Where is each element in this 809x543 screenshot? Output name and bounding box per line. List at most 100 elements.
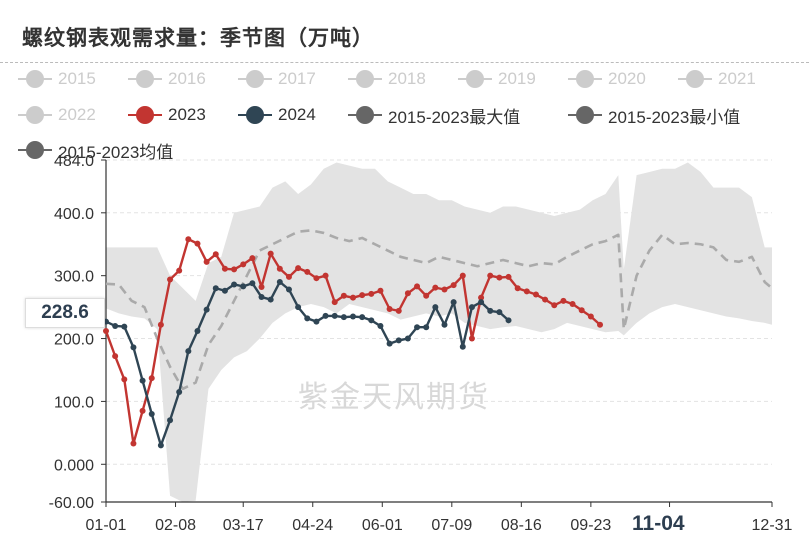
x-tick-label: 03-17 xyxy=(223,517,264,534)
legend-item-2024[interactable]: 2024 xyxy=(238,102,316,128)
legend-label: 2015 xyxy=(58,69,96,88)
legend-label: 2023 xyxy=(168,105,206,124)
legend-item-2017[interactable]: 2017 xyxy=(238,66,316,92)
legend-marker-icon xyxy=(568,66,602,92)
data-point-2024 xyxy=(313,318,320,325)
data-point-2023 xyxy=(139,407,146,414)
data-point-2023 xyxy=(505,273,512,280)
title-divider xyxy=(0,62,809,63)
data-point-2023 xyxy=(112,353,119,360)
legend-label: 2015-2023最小值 xyxy=(608,107,741,127)
legend-marker-icon xyxy=(568,102,602,128)
data-point-2024 xyxy=(322,312,329,319)
x-tick-label: 02-08 xyxy=(155,517,196,534)
data-point-2024 xyxy=(258,294,265,301)
data-point-2023 xyxy=(459,272,466,279)
y-tick-label: 200.0 xyxy=(54,332,94,349)
data-point-2023 xyxy=(331,299,338,306)
data-point-2023 xyxy=(496,274,503,281)
y-tick-label: 484.0 xyxy=(54,153,94,170)
y-tick-label: 400.0 xyxy=(54,206,94,223)
legend-label: 2015-2023均值 xyxy=(58,142,174,162)
data-point-2023 xyxy=(285,273,292,280)
data-point-2024 xyxy=(167,417,174,424)
data-point-2024 xyxy=(221,287,228,294)
y-tick-label: -60.00 xyxy=(49,495,94,512)
legend-item-2015-2023最小值[interactable]: 2015-2023最小值 xyxy=(568,102,740,128)
data-point-2023 xyxy=(587,313,594,320)
data-point-2024 xyxy=(368,317,375,324)
legend-label: 2019 xyxy=(498,69,536,88)
data-point-2023 xyxy=(350,294,357,301)
data-point-2024 xyxy=(157,442,164,449)
data-point-2023 xyxy=(249,255,256,262)
data-point-2024 xyxy=(487,307,494,314)
data-point-2024 xyxy=(112,322,119,329)
data-point-2024 xyxy=(185,348,192,355)
data-point-2024 xyxy=(285,286,292,293)
data-point-2024 xyxy=(377,322,384,329)
data-point-2024 xyxy=(148,410,155,417)
data-point-2024 xyxy=(176,388,183,395)
data-point-2023 xyxy=(258,283,265,290)
y-tick-label: 100.0 xyxy=(54,394,94,411)
legend-item-2015[interactable]: 2015 xyxy=(18,66,96,92)
x-tick-label: 08-16 xyxy=(501,517,542,534)
legend-item-2016[interactable]: 2016 xyxy=(128,66,206,92)
data-point-2024 xyxy=(130,344,137,351)
data-point-2024 xyxy=(505,317,512,324)
legend-item-2021[interactable]: 2021 xyxy=(678,66,756,92)
data-point-2024 xyxy=(212,285,219,292)
legend-item-2015-2023最大值[interactable]: 2015-2023最大值 xyxy=(348,102,520,128)
data-point-2023 xyxy=(221,265,228,272)
legend-label: 2018 xyxy=(388,69,426,88)
data-point-2024 xyxy=(249,280,256,287)
data-point-2023 xyxy=(267,250,274,257)
legend-item-2015-2023均值[interactable]: 2015-2023均值 xyxy=(18,137,173,163)
data-point-2024 xyxy=(468,304,475,311)
data-point-2023 xyxy=(487,272,494,279)
data-point-2024 xyxy=(304,315,311,322)
y-tick-label: 300.0 xyxy=(54,269,94,286)
x-tick-label: 09-23 xyxy=(570,517,611,534)
legend-item-2022[interactable]: 2022 xyxy=(18,102,96,128)
legend-item-2023[interactable]: 2023 xyxy=(128,102,206,128)
legend-label: 2016 xyxy=(168,69,206,88)
legend-marker-icon xyxy=(238,102,272,128)
data-point-2024 xyxy=(441,321,448,328)
legend-item-2019[interactable]: 2019 xyxy=(458,66,536,92)
legend-marker-icon xyxy=(128,66,162,92)
data-point-2024 xyxy=(478,299,485,306)
x-tick-label: 01-01 xyxy=(86,517,127,534)
data-point-2023 xyxy=(167,276,174,283)
data-point-2023 xyxy=(194,240,201,247)
legend-marker-icon xyxy=(128,102,162,128)
legend-item-2018[interactable]: 2018 xyxy=(348,66,426,92)
data-point-2023 xyxy=(404,290,411,297)
data-point-2024 xyxy=(203,306,210,313)
legend-label: 2022 xyxy=(58,105,96,124)
data-point-2024 xyxy=(404,335,411,342)
legend-label: 2017 xyxy=(278,69,316,88)
legend-marker-icon xyxy=(18,137,52,163)
data-point-2023 xyxy=(478,294,485,301)
data-point-2023 xyxy=(212,251,219,258)
data-point-2023 xyxy=(121,376,128,383)
legend-marker-icon xyxy=(238,66,272,92)
data-point-2024 xyxy=(395,337,402,344)
data-point-2024 xyxy=(231,281,238,288)
data-point-2024 xyxy=(276,278,283,285)
legend-label: 2020 xyxy=(608,69,646,88)
data-point-2023 xyxy=(231,266,238,273)
legend-item-2020[interactable]: 2020 xyxy=(568,66,646,92)
data-point-2023 xyxy=(203,258,210,265)
data-point-2024 xyxy=(331,312,338,319)
data-point-2023 xyxy=(468,335,475,342)
data-point-2023 xyxy=(176,267,183,274)
legend-marker-icon xyxy=(18,66,52,92)
data-point-2024 xyxy=(194,328,201,334)
data-point-2023 xyxy=(340,292,347,299)
data-point-2023 xyxy=(441,286,448,293)
data-point-2023 xyxy=(130,440,137,447)
